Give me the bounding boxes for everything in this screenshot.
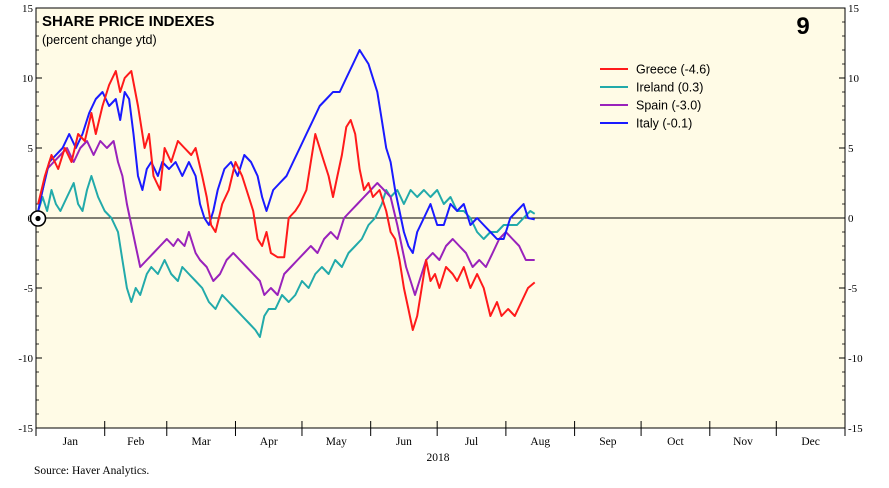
series-line-ireland (37, 175, 536, 338)
y-tick-label-right: 10 (848, 73, 860, 85)
series-layer (37, 49, 536, 338)
y-tick-label-left: -10 (18, 353, 33, 365)
x-tick-label: Dec (801, 436, 820, 448)
y-tick-label-left: 5 (28, 143, 34, 155)
y-tick-label-left: -15 (18, 423, 33, 435)
legend-label: Italy (-0.1) (636, 117, 692, 131)
series-line-greece (37, 70, 536, 331)
legend-label: Spain (-3.0) (636, 99, 701, 113)
origin-marker (29, 210, 47, 227)
y-tick-label-right: -10 (848, 353, 863, 365)
x-tick-label: May (326, 436, 347, 448)
y-tick-label-left: 10 (22, 73, 34, 85)
series-line-spain (37, 140, 535, 296)
chart-title: SHARE PRICE INDEXES (42, 13, 215, 30)
year-label: 2018 (427, 452, 450, 464)
x-tick-label: Oct (667, 436, 684, 448)
x-tick-label: Jan (63, 436, 79, 448)
series-line-italy (37, 49, 535, 254)
source-note: Source: Haver Analytics. (34, 465, 149, 477)
y-tick-label-left: 15 (22, 3, 34, 15)
legend-label: Greece (-4.6) (636, 63, 710, 77)
y-tick-label-right: -5 (848, 283, 858, 295)
x-tick-label: Jun (396, 436, 412, 448)
legend: Greece (-4.6) Ireland (0.3) Spain (-3.0) It… (600, 63, 710, 131)
x-tick-label: Aug (530, 436, 550, 448)
y-tick-label-right: -15 (848, 423, 863, 435)
panel-number: 9 (796, 13, 809, 40)
y-tick-label-right: 15 (848, 3, 860, 15)
x-tick-label: Apr (260, 436, 278, 448)
y-tick-label-right: 5 (848, 143, 854, 155)
x-tick-label: Sep (599, 436, 617, 448)
x-tick-label: Feb (127, 436, 145, 448)
legend-label: Ireland (0.3) (636, 81, 703, 95)
y-tick-label-right: 0 (848, 213, 854, 225)
x-tick-label: Jul (465, 436, 478, 448)
x-tick-label: Nov (733, 436, 753, 448)
chart-subtitle: (percent change ytd) (42, 33, 157, 47)
axes: -15-15-10-10-5-5005510101515JanFebMarApr… (18, 3, 863, 448)
x-tick-label: Mar (192, 436, 211, 448)
y-tick-label-left: -5 (24, 283, 34, 295)
